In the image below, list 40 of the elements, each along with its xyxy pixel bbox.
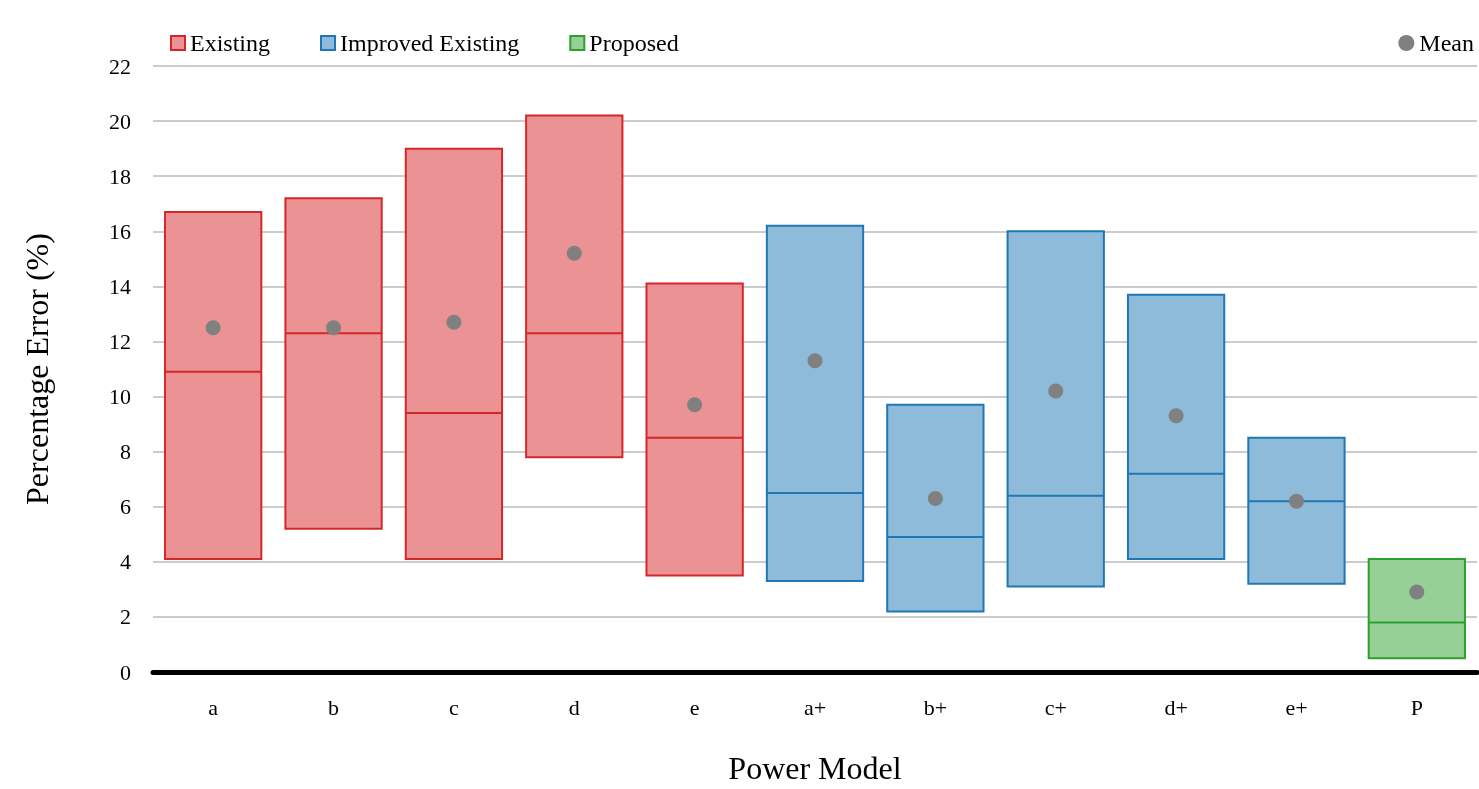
x-tick-label: e+ — [1285, 694, 1308, 720]
point — [687, 397, 703, 413]
legend-label: Existing — [190, 30, 271, 56]
legend-label: Proposed — [589, 30, 679, 56]
x-tick-label: a — [208, 694, 219, 720]
legend-label: Mean — [1419, 30, 1475, 56]
y-tick-label: 22 — [109, 53, 131, 79]
x-tick-label: d — [568, 694, 580, 720]
point — [205, 320, 221, 336]
x-tick-label: a+ — [803, 694, 827, 720]
point — [326, 320, 342, 336]
y-tick-label: 8 — [120, 439, 131, 465]
x-tick-label: b+ — [923, 694, 948, 720]
y-tick-label: 16 — [109, 218, 131, 244]
y-tick-label: 6 — [120, 494, 131, 520]
y-tick-label: 14 — [109, 273, 131, 299]
x-axis-title: Power Model — [728, 750, 902, 786]
point — [446, 314, 462, 330]
x-tick-label: b — [328, 694, 340, 720]
y-tick-label: 0 — [120, 659, 131, 685]
point — [1168, 408, 1184, 424]
x-tick-label: c+ — [1044, 694, 1067, 720]
point — [566, 245, 582, 261]
x-tick-label: d+ — [1164, 694, 1188, 720]
y-tick-label: 18 — [109, 163, 131, 189]
point — [1409, 584, 1425, 600]
y-axis-title: Percentage Error (%) — [19, 233, 55, 505]
y-tick-label: 20 — [109, 108, 131, 134]
y-tick-label: 10 — [109, 384, 131, 410]
x-tick-label: c — [449, 694, 460, 720]
y-tick-label: 4 — [120, 549, 131, 575]
x-tick-label: e — [689, 694, 700, 720]
point — [927, 490, 943, 506]
point — [807, 353, 823, 369]
point — [1288, 493, 1304, 509]
point — [1048, 383, 1064, 399]
y-tick-label: 12 — [109, 328, 131, 354]
legend-label: Improved Existing — [340, 30, 520, 56]
y-tick-label: 2 — [120, 604, 131, 630]
x-tick-label: P — [1410, 694, 1423, 720]
